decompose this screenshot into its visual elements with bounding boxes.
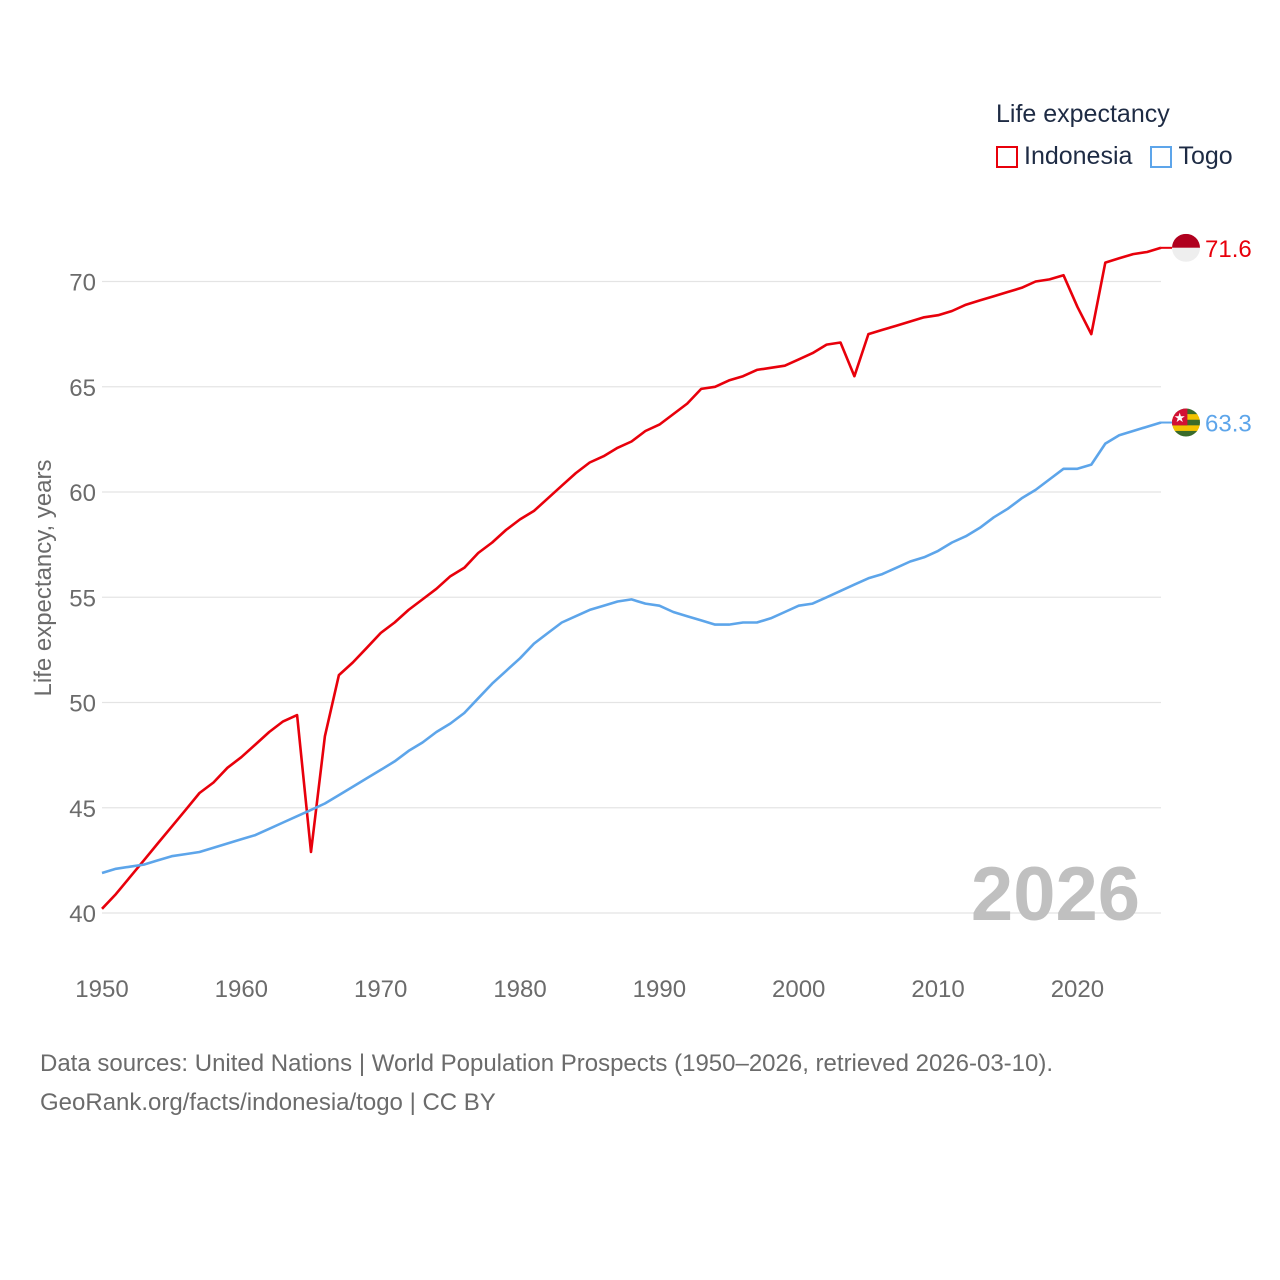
x-tick-label-1950: 1950 (75, 976, 128, 1003)
series-line-togo (101, 421, 1162, 875)
y-tick-label-65: 65 (69, 375, 96, 402)
x-tick-label-2010: 2010 (911, 976, 964, 1003)
y-tick-label-50: 50 (69, 691, 96, 718)
legend-item-togo[interactable]: Togo (1150, 142, 1233, 171)
indonesia-flag-icon (1172, 233, 1200, 262)
end-value-label-togo: 63.3 (1205, 411, 1252, 438)
y-axis-ticks: 40 45 50 55 60 65 70 (69, 270, 96, 929)
y-axis-title: Life expectancy, years (30, 459, 57, 696)
x-tick-label-1970: 1970 (354, 976, 407, 1003)
year-watermark: 2026 (971, 852, 1140, 937)
y-tick-label-70: 70 (69, 270, 96, 297)
legend-item-indonesia[interactable]: Indonesia (996, 142, 1132, 171)
legend-label-indonesia: Indonesia (1024, 142, 1133, 170)
source-line-1: Data sources: United Nations | World Pop… (40, 1050, 1054, 1077)
y-tick-label-60: 60 (69, 480, 96, 507)
series-line-indonesia (101, 246, 1162, 910)
legend-title: Life expectancy (996, 100, 1170, 128)
x-tick-label-1990: 1990 (633, 976, 686, 1003)
x-tick-label-1980: 1980 (493, 976, 546, 1003)
togo-flag-icon: ★ (1172, 408, 1200, 437)
end-markers: 71.6 ★ 63.3 (1161, 233, 1252, 438)
grid-lines (102, 280, 1161, 914)
end-value-label-indonesia: 71.6 (1205, 236, 1252, 263)
x-tick-label-2020: 2020 (1051, 976, 1104, 1003)
legend-label-togo: Togo (1178, 142, 1233, 170)
x-axis-ticks: 1950 1960 1970 1980 1990 2000 2010 2020 (75, 976, 1104, 1003)
svg-text:★: ★ (1174, 410, 1186, 425)
legend-swatch-togo (1150, 145, 1173, 168)
series-lines (101, 246, 1162, 910)
x-tick-label-1960: 1960 (215, 976, 268, 1003)
source-line-2: GeoRank.org/facts/indonesia/togo | CC BY (40, 1089, 496, 1116)
y-tick-label-55: 55 (69, 585, 96, 612)
legend-swatch-indonesia (996, 145, 1018, 168)
source-note: Data sources: United Nations | World Pop… (40, 1044, 1053, 1122)
x-tick-label-2000: 2000 (772, 976, 825, 1003)
y-tick-label-40: 40 (69, 901, 96, 928)
y-tick-label-45: 45 (69, 796, 96, 823)
legend: Indonesia Togo (996, 142, 1251, 171)
